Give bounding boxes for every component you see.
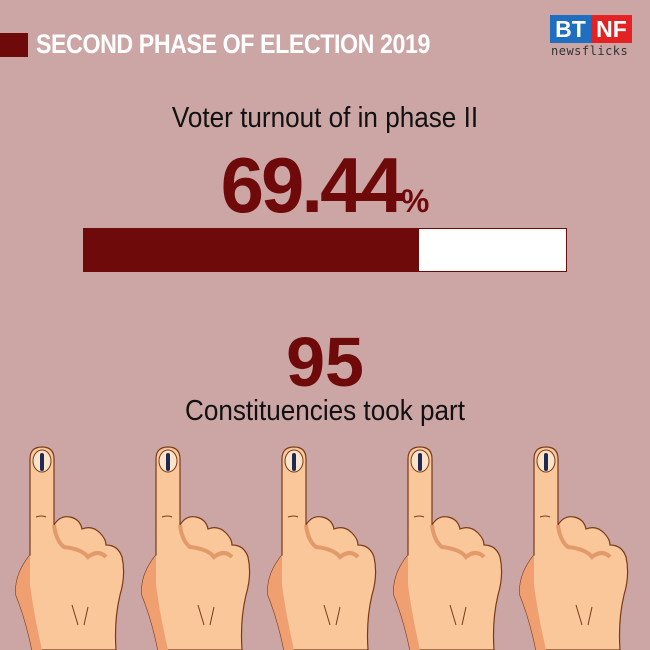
hands-illustration [15,446,629,650]
logo-right: NF [591,15,632,43]
inked-finger-hand-icon [141,446,251,650]
constituency-count: 95 [286,323,364,401]
logo: BT NF [550,15,632,43]
turnout-progress-bar [83,228,567,272]
constituency-label: Constituencies took part [184,395,466,427]
turnout-unit: % [400,183,430,219]
logo-tagline: newsflicks [551,44,629,58]
inked-finger-hand-icon [393,446,503,650]
logo-left: BT [550,15,591,43]
turnout-label: Voter turnout of in phase II [171,102,479,134]
turnout-value: 69.44% [0,140,650,231]
inked-finger-hand-icon [15,446,125,650]
inked-finger-hand-icon [519,446,629,650]
inked-finger-hand-icon [267,446,377,650]
header-accent-bar [0,33,28,57]
page-title: SECOND PHASE OF ELECTION 2019 [36,29,430,59]
turnout-number: 69.44 [220,141,404,229]
turnout-progress-fill [84,229,419,271]
